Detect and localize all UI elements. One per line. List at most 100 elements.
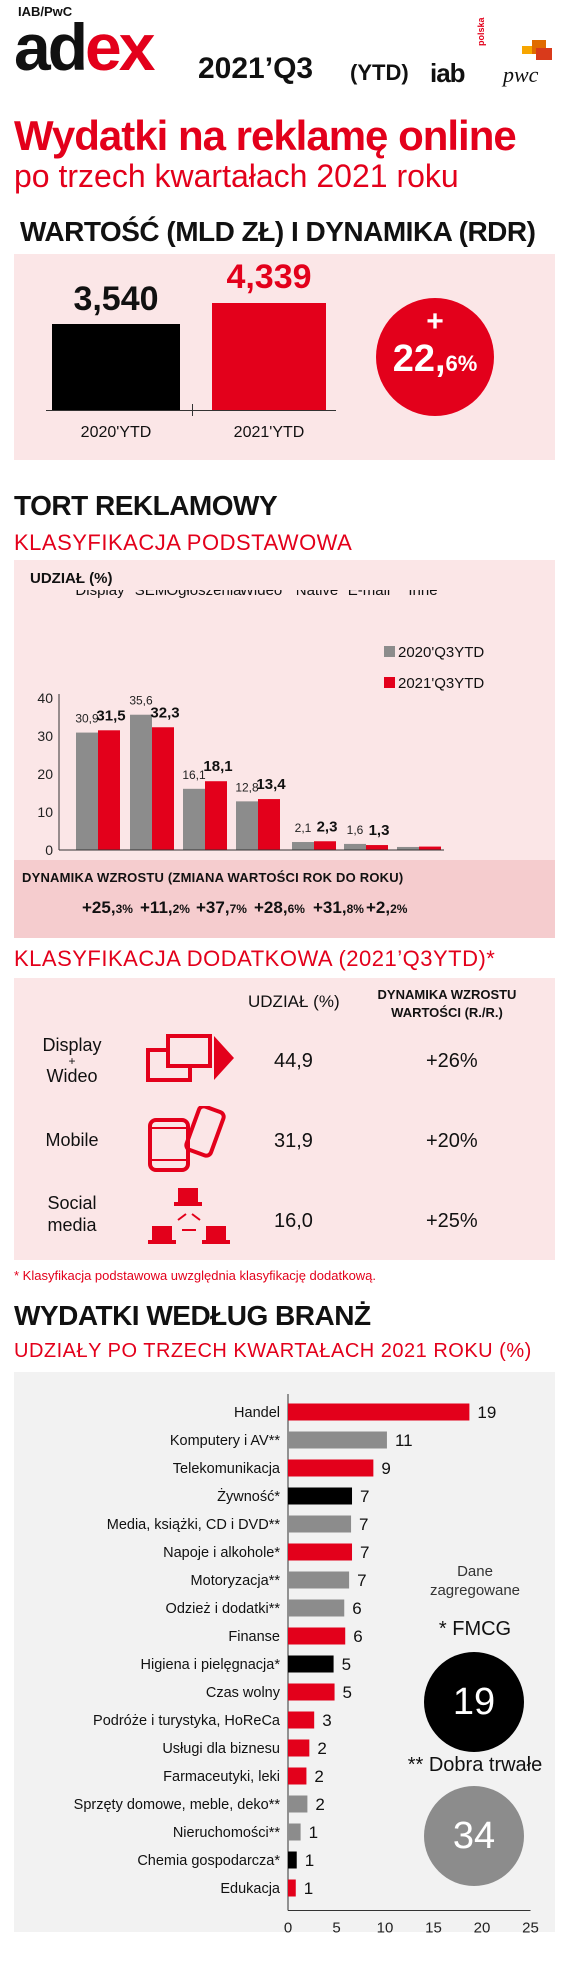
branch-bar	[288, 1879, 296, 1897]
value-label-2021: 1,3	[369, 822, 390, 839]
social-media-icon	[148, 1186, 234, 1257]
bar-2020	[183, 788, 205, 850]
y-tick-label: 0	[45, 842, 53, 858]
branch-value-label: 6	[353, 1627, 362, 1646]
branch-category-label: Usługi dla biznesu	[162, 1741, 280, 1757]
branch-category-label: Komputery i AV**	[170, 1433, 281, 1449]
branch-category-label: Higiena i pielęgnacja*	[141, 1657, 281, 1673]
bar-2020	[130, 714, 152, 850]
fmcg-label: * FMCG	[438, 1618, 512, 1640]
branch-value-label: 5	[343, 1683, 352, 1702]
dynamics-value: +25,3%	[82, 898, 133, 917]
bar-2020	[76, 732, 98, 850]
main-subtitle: po trzech kwartałach 2021 roku	[14, 158, 459, 194]
bar-2021	[152, 727, 174, 850]
additional-row-social-name: Social media	[47, 1193, 97, 1235]
value-label-2021: 13,4	[256, 776, 286, 793]
branch-category-label: Handel	[234, 1405, 280, 1421]
branch-category-label: Chemia gospodarcza*	[137, 1853, 280, 1869]
value-label-2021: 2,3	[317, 818, 338, 835]
additional-row-mobile-share: 31,9	[274, 1130, 313, 1152]
branch-bar	[288, 1711, 315, 1729]
branch-value-label: 1	[304, 1879, 313, 1898]
value-heading: WARTOŚĆ (MLD ZŁ) I DYNAMIKA (RDR)	[20, 216, 536, 247]
branch-category-label: Finanse	[228, 1629, 280, 1645]
ytd-label: (YTD)	[350, 60, 409, 85]
branch-x-tick-label: 15	[425, 1920, 442, 1937]
branch-category-label: Edukacja	[220, 1881, 281, 1897]
branch-category-label: Podróże i turystyka, HoReCa	[93, 1713, 281, 1729]
legend-swatch	[384, 677, 395, 688]
branch-category-label: Nieruchomości**	[173, 1825, 281, 1841]
value-bar-2020	[52, 324, 180, 410]
branch-value-label: 9	[381, 1459, 390, 1478]
y-tick-label: 20	[37, 766, 53, 782]
branch-category-label: Farmaceutyki, leki	[163, 1769, 280, 1785]
branch-category-label: Motoryzacja**	[191, 1573, 281, 1589]
branch-bar	[288, 1655, 334, 1673]
dynamics-value: +2,2%	[366, 898, 408, 917]
value-label-2020: 30,9	[75, 712, 99, 726]
value-label-2020: 35,6	[129, 694, 153, 708]
col-share-header: UDZIAŁ (%)	[248, 992, 340, 1011]
legend-swatch	[384, 646, 395, 657]
branch-value-label: 1	[305, 1851, 314, 1870]
dynamics-value: +11,2%	[140, 898, 190, 917]
footnote: * Klasyfikacja podstawowa uwzględnia kla…	[14, 1268, 377, 1283]
additional-heading: KLASYFIKACJA DODATKOWA (2021’Q3YTD)*	[14, 946, 496, 971]
dynamics-value: +28,6%	[254, 898, 305, 917]
tort-chart: 0 10 20 30 40 Display 30,931,5 SEM 35,632,3 Ogłos…	[37, 590, 484, 858]
branch-value-label: 6	[352, 1599, 361, 1618]
additional-row-social-dyn: +25%	[426, 1210, 478, 1232]
branch-x-tick-label: 25	[522, 1920, 539, 1937]
durable-label: ** Dobra trwałe	[407, 1754, 543, 1776]
branch-category-label: Czas wolny	[206, 1685, 281, 1701]
durable-badge: 34	[424, 1786, 524, 1886]
pwc-logo-mark	[514, 40, 554, 62]
bar-2021	[419, 846, 441, 850]
bar-2020	[292, 842, 314, 850]
growth-badge: + 22,6%	[376, 298, 494, 416]
category-label: Ogłoszenia	[166, 590, 242, 599]
branches-subheading: UDZIAŁY PO TRZECH KWARTAŁACH 2021 ROKU (…	[14, 1340, 532, 1362]
bar-2020	[397, 846, 419, 850]
category-label: E-mail	[348, 590, 391, 599]
branch-x-tick-label: 10	[377, 1920, 394, 1937]
category-label: Inne	[408, 590, 437, 599]
value-cat-2021: 2021'YTD	[233, 424, 305, 441]
branch-bar	[288, 1851, 297, 1869]
branch-x-tick-label: 20	[474, 1920, 491, 1937]
dynamics-panel	[14, 860, 555, 938]
mobile-icon	[146, 1104, 226, 1181]
additional-row-mobile-name: Mobile	[45, 1130, 99, 1150]
bar-2021	[258, 799, 280, 850]
dynamics-heading: DYNAMIKA WZROSTU (ZMIANA WARTOŚCI ROK DO…	[22, 870, 404, 885]
bar-2021	[366, 845, 388, 850]
category-label: Native	[296, 590, 339, 599]
branch-x-tick-label: 0	[284, 1920, 292, 1937]
branch-bar	[288, 1431, 387, 1449]
branch-bar	[288, 1571, 350, 1589]
y-tick-label: 10	[37, 804, 53, 820]
legend-label: 2021'Q3YTD	[398, 675, 484, 692]
branch-value-label: 7	[357, 1571, 366, 1590]
value-label-2021: 4,339	[226, 258, 312, 296]
branch-category-label: Sprzęty domowe, meble, deko**	[74, 1797, 281, 1813]
branch-value-label: 5	[342, 1655, 351, 1674]
branch-category-label: Media, książki, CD i DVD**	[107, 1517, 281, 1533]
branch-bar	[288, 1767, 307, 1785]
branch-category-label: Żywność*	[217, 1487, 280, 1505]
branch-value-label: 7	[360, 1543, 369, 1562]
branch-category-label: Telekomunikacja	[173, 1461, 281, 1477]
additional-row-display-name: Display + Wideo	[42, 1035, 102, 1086]
additional-panel	[14, 978, 555, 1260]
dynamics-value: +31,8%	[313, 898, 364, 917]
branch-bar	[288, 1823, 301, 1841]
branch-value-label: 2	[314, 1767, 323, 1786]
branch-bar	[288, 1459, 374, 1477]
fmcg-badge: 19	[424, 1652, 524, 1752]
main-title: Wydatki na reklamę online	[14, 112, 517, 159]
growth-value: 22,6%	[392, 338, 478, 380]
value-label-2020: 1,6	[347, 823, 364, 837]
